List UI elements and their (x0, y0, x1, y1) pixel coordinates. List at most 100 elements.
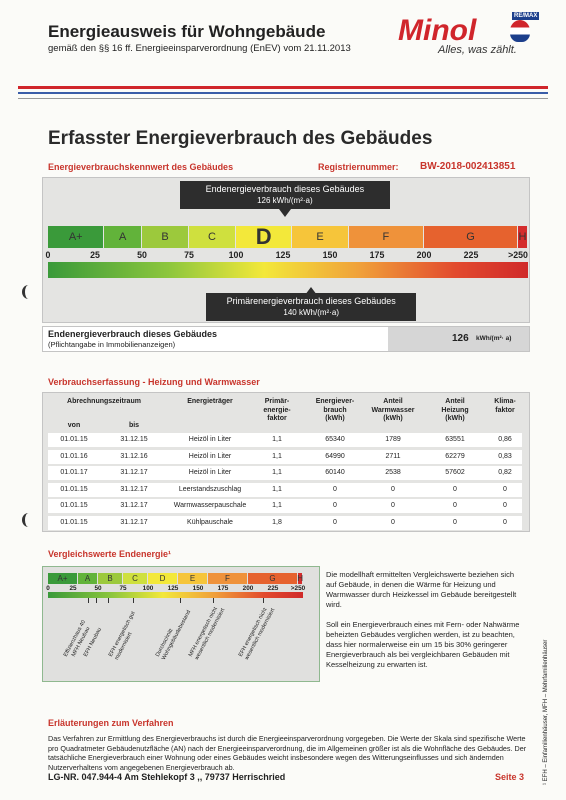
tick-label: 175 (369, 250, 385, 260)
table-cell: 01.01.17 (60, 469, 88, 476)
comparison-marker (180, 598, 181, 603)
table-header: Klima- faktor (494, 398, 516, 414)
class-cell: F (348, 226, 423, 248)
class-cell: G (424, 226, 517, 248)
table-cell: 65340 (325, 436, 345, 443)
section-title: Erfasster Energieverbrauch des Gebäudes (48, 128, 433, 149)
comparison-marker (133, 598, 134, 603)
class-cell: A+ (48, 573, 77, 584)
tick-label: 175 (217, 585, 229, 592)
tick-label: 225 (267, 585, 279, 592)
table-header: bis (128, 422, 140, 429)
tick-label: 100 (142, 585, 154, 592)
tick-label: 100 (228, 250, 244, 260)
table-header: Anteil Warmwasser (kWh) (371, 398, 415, 422)
table-cell: 0,82 (498, 469, 512, 476)
table-cell: Heizöl in Liter (188, 452, 232, 460)
callout-arrow (305, 281, 318, 295)
explanation-text: Das Verfahren zur Ermittlung des Energie… (48, 734, 527, 772)
summary-value-box (388, 327, 529, 351)
callout-value-line: 126 kWh/(m²·a) (180, 195, 390, 207)
row-bg (48, 466, 522, 480)
class-cell: A+ (48, 226, 104, 248)
table-cell: 1,8 (272, 518, 282, 526)
class-cell: A (78, 573, 97, 584)
tick-label: 200 (242, 585, 254, 592)
table-cell: 0 (391, 485, 395, 493)
table-cell: Heizöl in Liter (188, 469, 232, 476)
table-cell: 31.12.16 (120, 452, 148, 460)
class-cell: D (236, 224, 292, 249)
paragraph: Die modellhaft ermittelten Vergleichswer… (326, 570, 517, 609)
table-header: Energiever- brauch (kWh) (315, 398, 355, 422)
footer-address: LG-NR. 047.944-4 Am Stehlekopf 3 ,, 7973… (48, 772, 286, 782)
class-cell: B (142, 226, 188, 248)
table-cell: 1,1 (272, 502, 282, 509)
callout-unit: kWh/(m²·a) (272, 196, 313, 205)
callout-label: Primärenergieverbrauch dieses Gebäudes (226, 296, 396, 306)
summary-unit: kWh/(m²· a) (476, 335, 512, 342)
class-cell: G (248, 573, 297, 584)
table-header: von (67, 422, 81, 429)
table-cell: 1,1 (272, 452, 282, 460)
summary-value: 126 (452, 333, 469, 344)
table-cell: 0 (333, 502, 337, 509)
table-cell: 0 (453, 502, 457, 509)
table-cell: 62279 (445, 452, 465, 460)
table-cell: 01.01.15 (60, 436, 88, 443)
tick-label: >250 (508, 250, 528, 260)
punch-hole (22, 285, 35, 299)
callout: Primärenergieverbrauch dieses Gebäudes 14… (206, 293, 417, 321)
table-cell: 63551 (445, 436, 465, 443)
table-cell: 1,1 (272, 469, 282, 476)
table-cell: Leerstandszuschlag (178, 485, 242, 493)
table-header: Primär- energie- faktor (263, 398, 291, 422)
table-cell: 0 (503, 502, 507, 509)
reg-label: Registriernummer: (318, 162, 399, 172)
class-cell: F (208, 573, 247, 584)
badge: RE/MAX (512, 12, 540, 20)
class-cell: E (178, 573, 207, 584)
table-cell: 31.12.17 (120, 518, 148, 526)
callout-arrow (278, 209, 291, 223)
row-bg (48, 482, 522, 497)
comparison-text: Die modellhaft ermittelten Vergleichswer… (326, 570, 526, 670)
tick-label: 225 (463, 250, 479, 260)
table-cell: 31.12.15 (120, 436, 148, 443)
summary-label: Endenergieverbrauch dieses Gebäudes (48, 329, 218, 339)
tick-label: 25 (69, 585, 77, 592)
side-note: ¹ EFH – Einfamilienhäuser, MFH – Mehrfam… (543, 639, 549, 785)
tick-label: 0 (45, 250, 51, 260)
comparison-title: Vergleichswerte Endenergie¹ (48, 549, 172, 559)
paragraph: Soll ein Energieverbrauch eines mit Fern… (326, 620, 520, 669)
table-cell: 0 (453, 485, 457, 493)
class-cell: D (148, 573, 177, 584)
tick-label: 200 (416, 250, 432, 260)
comparison-marker (213, 598, 214, 603)
class-cell: H (297, 573, 304, 584)
table-cell: 0,86 (498, 436, 512, 443)
tick-label: 75 (184, 250, 194, 260)
comparison-marker (108, 598, 109, 603)
table-cell: 2711 (385, 452, 401, 460)
tick-label: 150 (322, 250, 338, 260)
doc-title: Energieausweis für Wohngebäude (48, 22, 326, 41)
table-cell: 31.12.17 (120, 502, 148, 509)
tick-label: 0 (46, 585, 50, 592)
callout-value: 140 (283, 308, 297, 317)
stripe (18, 86, 548, 89)
table-cell: 1789 (385, 436, 401, 443)
row-bg (48, 499, 522, 513)
punch-hole (22, 513, 35, 527)
table-cell: 0 (391, 502, 395, 509)
table-cell: 0 (391, 518, 395, 526)
table-cell: 0 (503, 485, 507, 493)
table-cell: 01.01.15 (60, 518, 88, 526)
tick-label: 25 (90, 250, 100, 260)
doc-subtitle: gemäß den §§ 16 ff. Energieeinsparverord… (48, 43, 351, 54)
table-period: Abrechnungszeitraum (67, 398, 141, 405)
table-cell: 31.12.17 (120, 485, 148, 493)
tick-label: 50 (94, 585, 102, 592)
balloon-icon (510, 20, 530, 42)
callout-value-line: 140 kWh/(m²·a) (206, 307, 416, 319)
